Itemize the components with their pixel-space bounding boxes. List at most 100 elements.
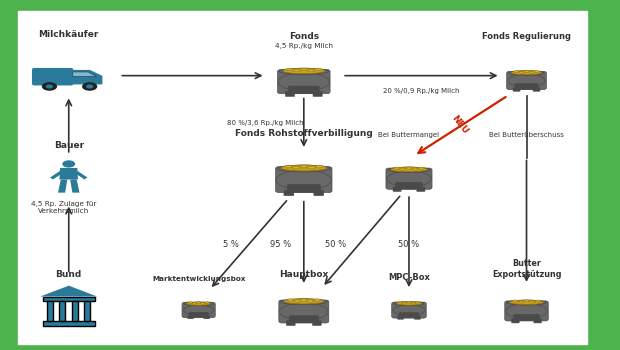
Polygon shape (60, 168, 78, 180)
Ellipse shape (186, 302, 211, 305)
Circle shape (82, 82, 97, 91)
Text: Butter
Exportstützung: Butter Exportstützung (492, 259, 561, 279)
Ellipse shape (398, 301, 402, 303)
Text: Bei Buttermangel: Bei Buttermangel (378, 132, 440, 138)
Ellipse shape (276, 170, 332, 190)
FancyBboxPatch shape (33, 69, 73, 85)
Ellipse shape (396, 302, 422, 305)
FancyBboxPatch shape (18, 11, 587, 344)
Ellipse shape (286, 68, 293, 71)
Ellipse shape (307, 300, 314, 302)
Polygon shape (58, 180, 68, 193)
Polygon shape (40, 286, 97, 296)
Ellipse shape (518, 301, 524, 303)
Ellipse shape (524, 300, 529, 302)
Ellipse shape (512, 300, 518, 302)
Ellipse shape (388, 167, 430, 173)
Ellipse shape (411, 302, 415, 304)
FancyBboxPatch shape (284, 190, 294, 196)
FancyBboxPatch shape (72, 301, 78, 321)
Ellipse shape (283, 68, 325, 74)
FancyBboxPatch shape (392, 302, 426, 318)
Ellipse shape (184, 302, 213, 306)
Text: Bauer: Bauer (54, 141, 84, 150)
Ellipse shape (280, 303, 328, 320)
Text: 5 %: 5 % (223, 239, 239, 248)
Ellipse shape (188, 302, 192, 303)
Ellipse shape (201, 303, 205, 304)
Circle shape (86, 84, 93, 89)
FancyBboxPatch shape (513, 88, 520, 91)
FancyBboxPatch shape (399, 313, 419, 318)
FancyBboxPatch shape (514, 314, 539, 321)
Ellipse shape (287, 299, 294, 301)
Text: 50 %: 50 % (399, 239, 420, 248)
FancyBboxPatch shape (417, 187, 425, 191)
Text: 95 %: 95 % (270, 239, 291, 248)
Ellipse shape (512, 71, 542, 75)
Ellipse shape (513, 71, 519, 72)
Text: Bei Butterüberschuss: Bei Butterüberschuss (489, 132, 564, 138)
Ellipse shape (508, 74, 545, 87)
Ellipse shape (519, 72, 524, 74)
Ellipse shape (197, 302, 201, 303)
Ellipse shape (278, 73, 329, 91)
FancyBboxPatch shape (313, 91, 322, 97)
Ellipse shape (293, 69, 300, 72)
FancyBboxPatch shape (47, 301, 53, 321)
FancyBboxPatch shape (276, 167, 332, 193)
FancyBboxPatch shape (287, 184, 321, 193)
Ellipse shape (418, 167, 424, 169)
Polygon shape (71, 71, 102, 84)
FancyBboxPatch shape (414, 316, 420, 319)
FancyBboxPatch shape (534, 318, 541, 323)
FancyBboxPatch shape (188, 315, 193, 319)
Text: Marktentwicklungsbox: Marktentwicklungsbox (152, 276, 246, 282)
Text: Fonds: Fonds (289, 32, 319, 41)
FancyBboxPatch shape (60, 301, 65, 321)
Ellipse shape (308, 69, 314, 72)
FancyBboxPatch shape (43, 296, 95, 301)
FancyBboxPatch shape (43, 321, 95, 326)
FancyBboxPatch shape (182, 302, 215, 318)
Ellipse shape (280, 68, 329, 75)
Ellipse shape (394, 302, 424, 306)
Text: 50 %: 50 % (326, 239, 347, 248)
Text: Bund: Bund (56, 270, 82, 279)
FancyBboxPatch shape (288, 86, 319, 94)
Ellipse shape (387, 171, 431, 187)
Text: NEU: NEU (450, 113, 470, 135)
FancyBboxPatch shape (285, 91, 294, 97)
Text: 4,5 Rp./kg Milch: 4,5 Rp./kg Milch (275, 43, 333, 49)
Ellipse shape (524, 71, 529, 72)
Circle shape (62, 160, 75, 168)
FancyBboxPatch shape (396, 182, 422, 189)
FancyBboxPatch shape (515, 83, 538, 89)
FancyBboxPatch shape (279, 300, 329, 323)
Ellipse shape (205, 302, 209, 303)
Ellipse shape (301, 299, 307, 301)
Ellipse shape (393, 305, 425, 316)
Ellipse shape (506, 304, 547, 318)
Ellipse shape (400, 168, 406, 170)
Text: Fonds Regulierung: Fonds Regulierung (482, 32, 571, 41)
Ellipse shape (316, 165, 323, 168)
Ellipse shape (281, 165, 327, 171)
Polygon shape (74, 171, 87, 180)
FancyBboxPatch shape (289, 316, 319, 323)
FancyBboxPatch shape (189, 312, 208, 317)
Circle shape (46, 84, 53, 89)
Ellipse shape (277, 165, 330, 172)
FancyBboxPatch shape (314, 190, 324, 196)
Text: MPC-Box: MPC-Box (388, 273, 430, 282)
Text: Hauptbox: Hauptbox (279, 270, 329, 279)
Ellipse shape (281, 299, 327, 305)
Text: 4,5 Rp. Zulage für
Verkehrsmilch: 4,5 Rp. Zulage für Verkehrsmilch (31, 201, 97, 214)
Ellipse shape (534, 71, 539, 72)
Ellipse shape (509, 71, 544, 75)
Ellipse shape (529, 301, 535, 303)
Text: 80 %/3,6 Rp./kg Milch: 80 %/3,6 Rp./kg Milch (227, 120, 304, 126)
FancyBboxPatch shape (278, 70, 330, 94)
Ellipse shape (292, 166, 300, 169)
Polygon shape (73, 72, 96, 77)
